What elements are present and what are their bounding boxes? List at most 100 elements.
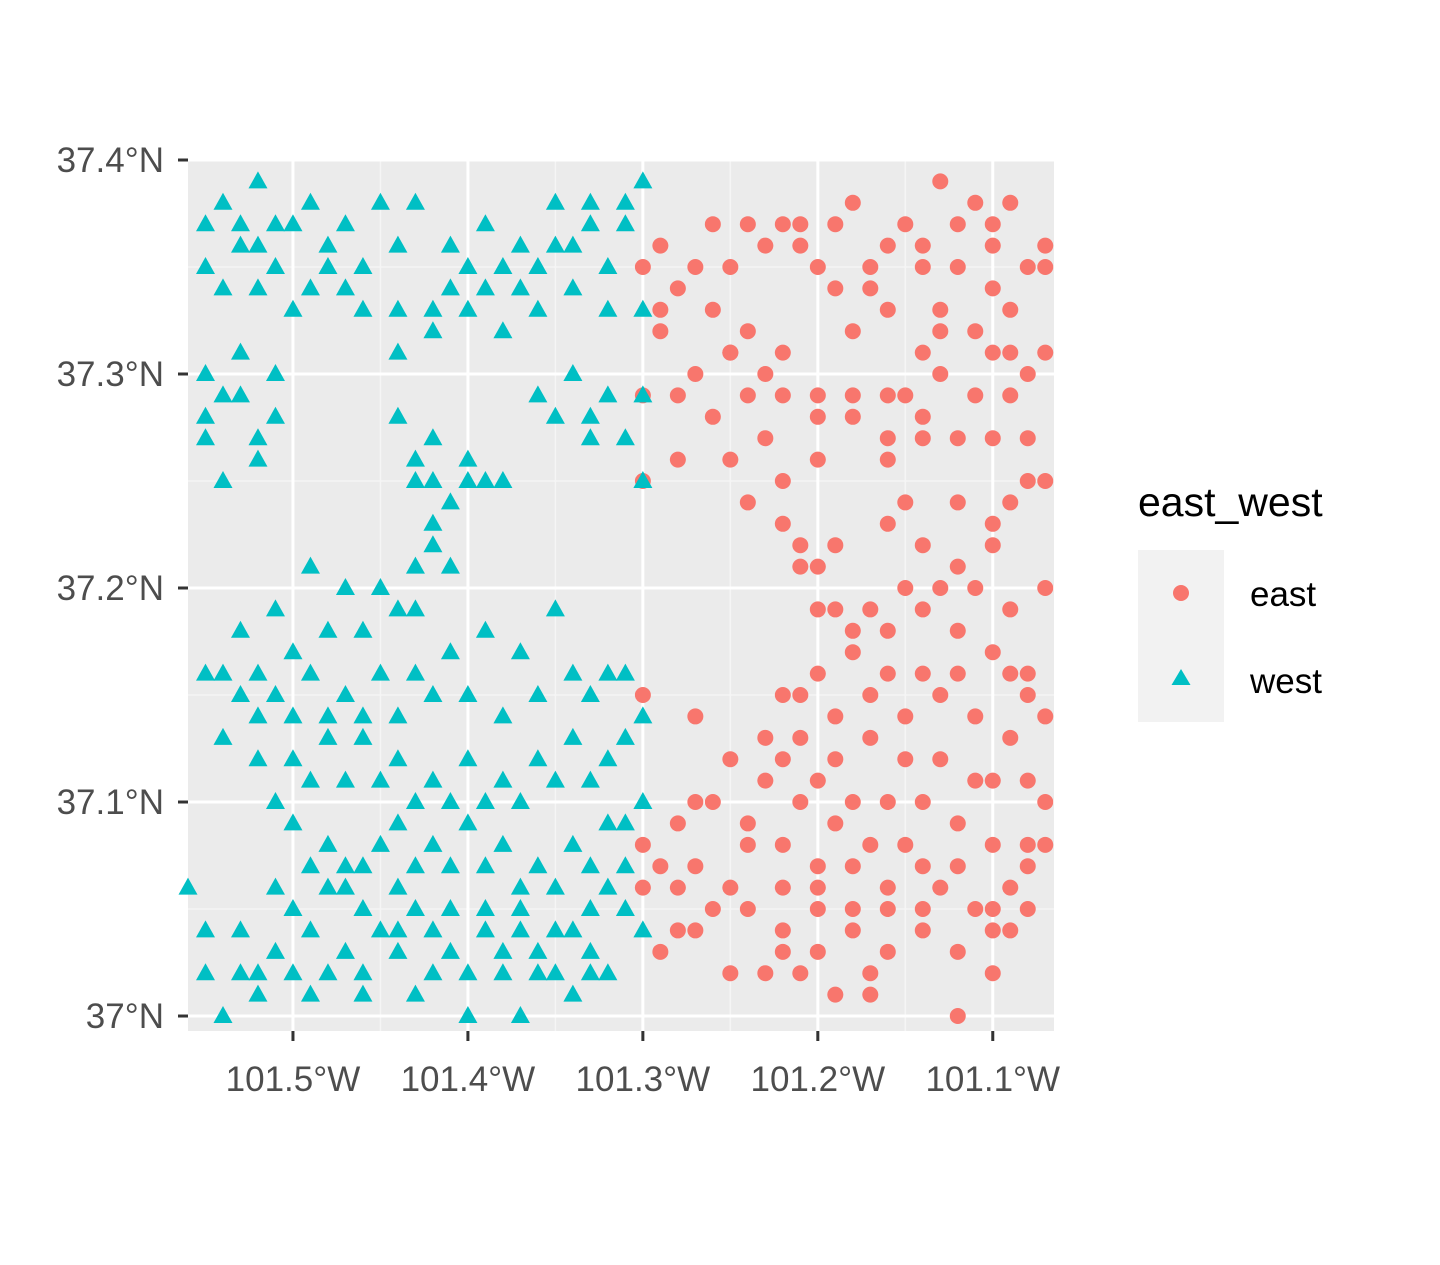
point-east — [984, 537, 1001, 554]
point-east — [634, 687, 651, 704]
plot-panel — [188, 160, 1054, 1031]
point-east — [827, 708, 844, 725]
point-west — [528, 749, 548, 767]
point-east — [774, 473, 791, 490]
point-west — [248, 171, 268, 189]
point-west — [493, 321, 513, 339]
point-west — [528, 963, 548, 981]
point-east — [844, 922, 861, 939]
point-east — [774, 687, 791, 704]
point-west — [580, 899, 600, 917]
point-west — [195, 920, 215, 938]
point-east — [949, 943, 966, 960]
point-west — [353, 856, 373, 874]
point-east — [914, 858, 931, 875]
x-tick-label: 101.1°W — [925, 1060, 1060, 1099]
point-west — [230, 385, 250, 403]
point-east — [897, 580, 914, 597]
point-east — [704, 216, 721, 233]
point-east — [757, 729, 774, 746]
point-east — [967, 901, 984, 918]
point-east — [862, 965, 879, 982]
point-east — [914, 922, 931, 939]
point-east — [932, 580, 949, 597]
point-west — [300, 278, 320, 296]
point-west — [615, 856, 635, 874]
point-east — [652, 943, 669, 960]
point-west — [388, 599, 408, 617]
point-east — [739, 494, 756, 511]
point-west — [580, 963, 600, 981]
point-west — [353, 963, 373, 981]
point-west — [335, 685, 355, 703]
point-west — [580, 685, 600, 703]
point-west — [213, 278, 233, 296]
point-east — [932, 879, 949, 896]
point-east — [704, 794, 721, 811]
point-east — [1002, 601, 1019, 618]
point-east — [1019, 836, 1036, 853]
point-west — [353, 620, 373, 638]
point-east — [687, 794, 704, 811]
point-west — [213, 192, 233, 210]
point-west — [615, 727, 635, 745]
point-west — [615, 899, 635, 917]
point-east — [827, 815, 844, 832]
point-west — [475, 856, 495, 874]
point-east — [879, 515, 896, 532]
point-west — [580, 941, 600, 959]
point-east — [809, 879, 826, 896]
point-west — [580, 406, 600, 424]
point-east — [914, 344, 931, 361]
data-points — [178, 171, 1054, 1025]
point-east — [1037, 237, 1054, 254]
point-east — [827, 537, 844, 554]
point-east — [634, 836, 651, 853]
x-tick-label: 101.3°W — [576, 1060, 711, 1099]
point-west — [335, 941, 355, 959]
point-west — [265, 941, 285, 959]
point-east — [932, 301, 949, 318]
point-west — [563, 984, 583, 1002]
axes: 101.5°W 101.4°W 101.3°W 101.2°W 101.1°W 37°N 3… — [57, 141, 1060, 1099]
point-east — [827, 751, 844, 768]
point-west — [248, 428, 268, 446]
point-east — [984, 644, 1001, 661]
point-east — [704, 408, 721, 425]
point-east — [932, 173, 949, 190]
point-east — [984, 772, 1001, 789]
point-east — [634, 259, 651, 276]
point-west — [353, 899, 373, 917]
point-west — [545, 406, 565, 424]
point-west — [353, 299, 373, 317]
point-east — [984, 280, 1001, 297]
point-east — [757, 772, 774, 789]
point-west — [545, 192, 565, 210]
point-west — [598, 299, 618, 317]
point-east — [669, 879, 686, 896]
point-west — [423, 428, 443, 446]
point-west — [563, 278, 583, 296]
point-east — [949, 259, 966, 276]
point-west — [388, 941, 408, 959]
point-east — [669, 387, 686, 404]
point-east — [792, 687, 809, 704]
point-east — [809, 901, 826, 918]
x-tick-label: 101.5°W — [226, 1060, 361, 1099]
point-west — [563, 727, 583, 745]
point-east — [774, 879, 791, 896]
point-east — [722, 965, 739, 982]
point-west — [580, 214, 600, 232]
point-west — [388, 342, 408, 360]
point-west — [615, 192, 635, 210]
x-tick-label: 101.2°W — [751, 1060, 886, 1099]
point-west — [423, 535, 443, 553]
point-west — [388, 920, 408, 938]
point-west — [545, 877, 565, 895]
point-east — [652, 858, 669, 875]
point-west — [423, 963, 443, 981]
point-east — [932, 366, 949, 383]
x-tick-label: 101.4°W — [401, 1060, 536, 1099]
point-west — [458, 685, 478, 703]
